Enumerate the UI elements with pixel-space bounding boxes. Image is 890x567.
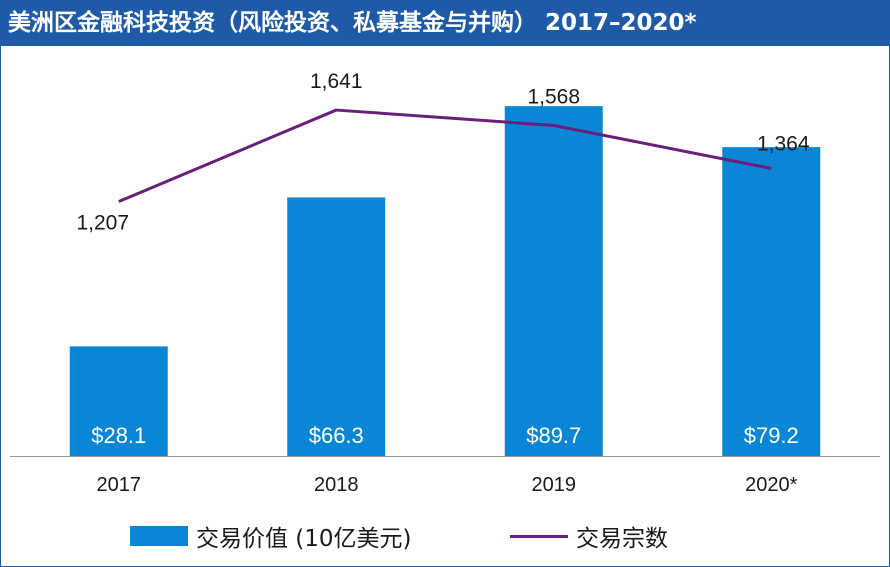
line-value-label: 1,568 xyxy=(527,85,580,108)
bar-value-label: $89.7 xyxy=(526,423,581,448)
bar xyxy=(504,106,603,457)
legend-line-label: 交易宗数 xyxy=(576,526,668,552)
legend-bar-label: 交易价值 (10亿美元) xyxy=(196,526,412,552)
x-tick-label: 2018 xyxy=(314,474,359,496)
legend-bar-swatch xyxy=(130,526,188,546)
bar-value-label: $66.3 xyxy=(309,423,364,448)
line-value-label: 1,364 xyxy=(757,132,810,155)
legend-item-value: 交易价值 (10亿美元) xyxy=(130,518,412,554)
bar-value-label: $28.1 xyxy=(91,423,146,448)
legend-line-swatch xyxy=(510,534,568,538)
bar-value-label: $79.2 xyxy=(744,423,799,448)
bar xyxy=(287,197,386,456)
bar xyxy=(722,147,821,456)
x-tick-label: 2020* xyxy=(745,474,797,496)
count-line xyxy=(118,108,772,203)
legend: 交易价值 (10亿美元) 交易宗数 xyxy=(0,518,890,554)
x-tick-label: 2019 xyxy=(532,474,577,496)
x-tick-label: 2017 xyxy=(97,474,142,496)
line-value-label: 1,641 xyxy=(310,70,363,93)
chart-title: 美洲区金融科技投资（风险投资、私募基金与并购） 2017–2020* xyxy=(0,0,890,46)
line-value-label: 1,207 xyxy=(76,212,129,235)
legend-item-count: 交易宗数 xyxy=(510,518,668,554)
bar xyxy=(69,346,168,456)
